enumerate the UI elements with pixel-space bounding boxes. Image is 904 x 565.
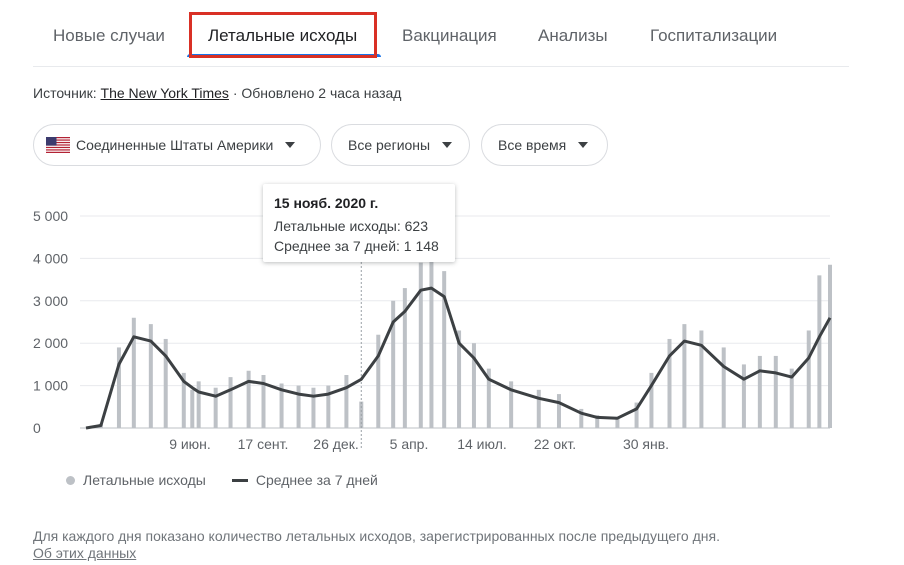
death-bar <box>828 264 832 428</box>
death-bar <box>326 385 331 428</box>
death-bar <box>131 317 136 428</box>
chevron-down-icon <box>442 142 453 148</box>
x-tick-label: 5 апр. <box>390 436 429 452</box>
death-bar <box>402 288 407 428</box>
x-tick-label: 22 окт. <box>534 436 576 452</box>
death-bar <box>181 372 186 428</box>
chart-tooltip: 15 нояб. 2020 г. Летальные исходы: 623 С… <box>263 184 455 262</box>
tab-new-cases[interactable]: Новые случаи <box>53 26 165 45</box>
death-bar <box>667 338 672 428</box>
chevron-down-icon <box>285 142 296 148</box>
y-tick-label: 5 000 <box>33 208 68 224</box>
line-legend-icon <box>231 478 248 482</box>
tab-vaccination[interactable]: Вакцинация <box>402 26 497 45</box>
death-bar <box>148 324 153 428</box>
y-tick-label: 2 000 <box>33 335 68 351</box>
death-bar <box>536 389 541 428</box>
death-bar <box>442 271 447 428</box>
x-tick-label: 14 июл. <box>457 436 507 452</box>
death-bar <box>721 347 726 428</box>
death-bar <box>376 334 381 428</box>
death-bar <box>196 381 201 428</box>
chart-legend: Летальные исходы Среднее за 7 дней <box>66 472 378 488</box>
death-bar <box>556 394 561 428</box>
death-bar <box>486 368 491 428</box>
footnote: Для каждого дня показано количество лета… <box>33 528 720 544</box>
death-bar <box>471 343 476 428</box>
us-flag-icon <box>46 137 70 153</box>
period-dropdown[interactable]: Все время <box>481 124 608 166</box>
death-bar <box>634 402 639 428</box>
death-bar <box>595 415 600 428</box>
death-bar <box>773 355 778 428</box>
tab-bar: Новые случаи Летальные исходы Вакцинация… <box>33 10 849 67</box>
source-link[interactable]: The New York Times <box>100 85 229 101</box>
x-tick-label: 9 июн. <box>169 436 211 452</box>
tab-deaths[interactable]: Летальные исходы <box>208 26 358 45</box>
highlight-box <box>189 12 377 58</box>
tooltip-date: 15 нояб. 2020 г. <box>274 195 379 211</box>
death-bar <box>429 260 434 428</box>
death-bar <box>246 370 251 428</box>
death-bar <box>296 385 301 428</box>
death-bar <box>213 387 218 428</box>
death-bar <box>391 300 396 428</box>
death-bar <box>579 408 584 428</box>
y-tick-label: 4 000 <box>33 250 68 266</box>
bars-legend-icon <box>66 475 75 485</box>
death-bar <box>163 338 168 428</box>
death-bar <box>190 389 195 428</box>
y-tick-label: 3 000 <box>33 293 68 309</box>
source-line: Источник: The New York Times · Обновлено… <box>33 85 401 101</box>
source-prefix: Источник: <box>33 85 97 101</box>
average-line <box>85 286 832 430</box>
death-bar <box>228 377 233 428</box>
death-bar <box>457 330 462 428</box>
death-bar <box>279 383 284 428</box>
tab-tests[interactable]: Анализы <box>538 26 608 45</box>
death-bar <box>649 372 654 428</box>
tooltip-average: Среднее за 7 дней: 1 148 <box>274 238 439 254</box>
death-bar <box>344 375 349 428</box>
legend-deaths-label: Летальные исходы <box>83 472 206 488</box>
death-bar <box>741 364 746 428</box>
country-dropdown[interactable]: Соединенные Штаты Америки <box>33 124 321 166</box>
death-bar <box>261 375 266 428</box>
death-bar <box>509 381 514 428</box>
y-tick-label: 1 000 <box>33 378 68 394</box>
x-tick-label: 30 янв. <box>623 436 669 452</box>
death-bar <box>789 368 794 428</box>
x-tick-label: 26 дек. <box>313 436 358 452</box>
region-dropdown[interactable]: Все регионы <box>331 124 470 166</box>
period-label: Все время <box>498 137 567 153</box>
death-bar <box>311 387 316 428</box>
country-label: Соединенные Штаты Америки <box>76 137 274 153</box>
death-bar <box>817 275 822 428</box>
chevron-down-icon <box>578 142 589 148</box>
x-tick-label: 17 сент. <box>238 436 289 452</box>
death-bar <box>806 330 811 428</box>
about-data-link[interactable]: Об этих данных <box>33 545 137 561</box>
death-bar <box>615 417 620 428</box>
updated-text: · Обновлено 2 часа назад <box>232 85 402 101</box>
death-bar <box>699 330 704 428</box>
legend-average-label: Среднее за 7 дней <box>255 472 378 488</box>
y-tick-label: 0 <box>33 420 41 436</box>
death-bar <box>757 355 762 428</box>
death-bar <box>682 324 687 428</box>
tooltip-deaths: Летальные исходы: 623 <box>274 218 428 234</box>
death-bar <box>116 347 121 428</box>
region-label: Все регионы <box>348 137 431 153</box>
death-bar <box>418 262 423 428</box>
tab-hospitalizations[interactable]: Госпитализации <box>650 26 778 45</box>
